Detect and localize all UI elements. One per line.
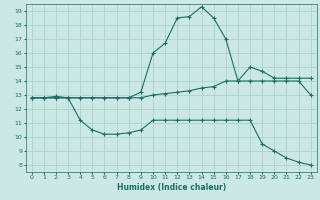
X-axis label: Humidex (Indice chaleur): Humidex (Indice chaleur) xyxy=(116,183,226,192)
